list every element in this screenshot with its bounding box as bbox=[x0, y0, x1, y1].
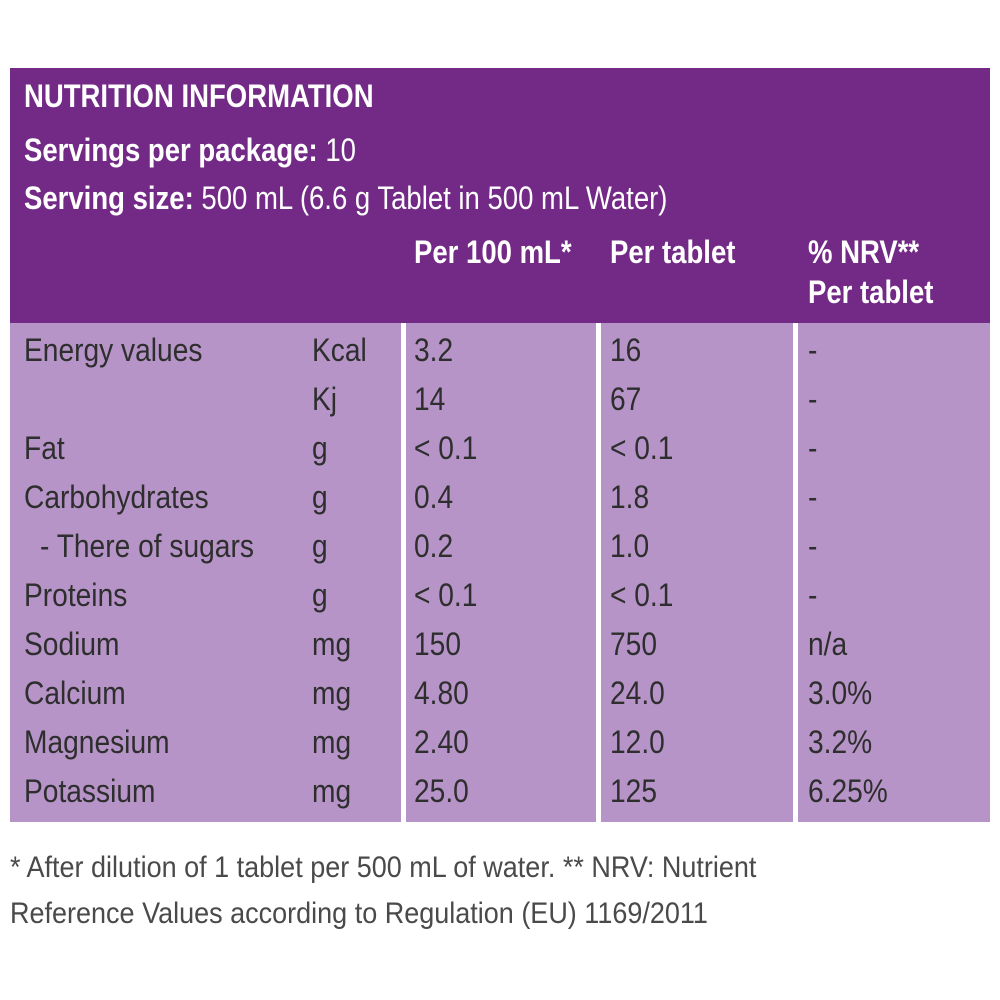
value-per-100ml: < 0.1 bbox=[414, 430, 478, 466]
value-per-100ml: < 0.1 bbox=[414, 577, 478, 613]
value-per-tablet: 1.0 bbox=[610, 528, 650, 564]
servings-value: 10 bbox=[325, 132, 356, 168]
nutrient-unit: Kj bbox=[312, 381, 338, 417]
column-header-nrv-line1: % NRV** bbox=[808, 234, 920, 270]
nutrient-name: Magnesium bbox=[24, 724, 170, 760]
table-title: NUTRITION INFORMATION bbox=[24, 78, 374, 114]
nutrient-unit: g bbox=[312, 577, 328, 613]
value-nrv: 3.2% bbox=[808, 724, 873, 760]
value-per-tablet: 12.0 bbox=[610, 724, 665, 760]
value-per-100ml: 14 bbox=[414, 381, 446, 417]
value-per-100ml: 4.80 bbox=[414, 675, 469, 711]
footnote: * After dilution of 1 tablet per 500 mL … bbox=[10, 845, 892, 937]
column-header-nrv-line2: Per tablet bbox=[808, 274, 934, 310]
table-row: Energy values Kcal 3.2 16 - bbox=[10, 326, 990, 375]
value-per-tablet: 125 bbox=[610, 773, 657, 809]
serving-size-line: Serving size: 500 mL (6.6 g Tablet in 50… bbox=[24, 180, 667, 217]
nutrient-unit: g bbox=[312, 430, 328, 466]
footnote-line: * After dilution of 1 tablet per 500 mL … bbox=[10, 851, 757, 884]
value-nrv: - bbox=[808, 528, 818, 564]
table-row: Fat g < 0.1 < 0.1 - bbox=[10, 424, 990, 473]
nutrient-name: Energy values bbox=[24, 332, 203, 368]
value-nrv: - bbox=[808, 479, 818, 515]
table-row: - There of sugars g 0.2 1.0 - bbox=[10, 522, 990, 571]
column-divider bbox=[401, 323, 406, 822]
table-row: Magnesium mg 2.40 12.0 3.2% bbox=[10, 718, 990, 767]
value-per-tablet: 1.8 bbox=[610, 479, 650, 515]
value-per-100ml: 0.4 bbox=[414, 479, 454, 515]
nutrient-unit: mg bbox=[312, 724, 352, 760]
value-per-tablet: 67 bbox=[610, 381, 642, 417]
serving-size-label: Serving size: bbox=[24, 180, 194, 216]
nutrient-name: Sodium bbox=[24, 626, 120, 662]
nutrient-name: Calcium bbox=[24, 675, 126, 711]
nutrient-name: Potassium bbox=[24, 773, 156, 809]
nutrient-unit: Kcal bbox=[312, 332, 367, 368]
nutrient-unit: mg bbox=[312, 773, 352, 809]
value-per-tablet: 16 bbox=[610, 332, 642, 368]
value-per-tablet: 24.0 bbox=[610, 675, 665, 711]
value-nrv: - bbox=[808, 430, 818, 466]
table-row: Kj 14 67 - bbox=[10, 375, 990, 424]
column-header-per-tablet: Per tablet bbox=[610, 234, 736, 270]
nutrient-name: Proteins bbox=[24, 577, 128, 613]
table-row: Calcium mg 4.80 24.0 3.0% bbox=[10, 669, 990, 718]
value-nrv: 6.25% bbox=[808, 773, 888, 809]
value-per-100ml: 0.2 bbox=[414, 528, 454, 564]
footnote-line: Reference Values according to Regulation… bbox=[10, 897, 708, 930]
value-nrv: 3.0% bbox=[808, 675, 873, 711]
nutrient-name: Carbohydrates bbox=[24, 479, 209, 515]
nutrient-unit: g bbox=[312, 479, 328, 515]
column-divider bbox=[596, 323, 601, 822]
nutrient-unit: mg bbox=[312, 675, 352, 711]
nutrient-name: - There of sugars bbox=[40, 528, 254, 564]
value-per-100ml: 25.0 bbox=[414, 773, 469, 809]
column-header-nrv: % NRV** Per tablet bbox=[808, 232, 933, 312]
servings-line: Servings per package: 10 bbox=[24, 132, 356, 169]
value-per-100ml: 2.40 bbox=[414, 724, 469, 760]
nutrient-unit: mg bbox=[312, 626, 352, 662]
value-per-tablet: < 0.1 bbox=[610, 577, 674, 613]
column-divider bbox=[793, 323, 798, 822]
nutrition-table: NUTRITION INFORMATION Servings per packa… bbox=[10, 68, 990, 822]
servings-label: Servings per package: bbox=[24, 132, 318, 168]
nutrient-unit: g bbox=[312, 528, 328, 564]
value-per-100ml: 3.2 bbox=[414, 332, 454, 368]
value-nrv: - bbox=[808, 381, 818, 417]
serving-size-value: 500 mL (6.6 g Tablet in 500 mL Water) bbox=[201, 180, 668, 216]
value-per-tablet: 750 bbox=[610, 626, 657, 662]
table-row: Carbohydrates g 0.4 1.8 - bbox=[10, 473, 990, 522]
table-row: Sodium mg 150 750 n/a bbox=[10, 620, 990, 669]
nutrient-name: Fat bbox=[24, 430, 65, 466]
column-header-per-100ml: Per 100 mL* bbox=[414, 234, 572, 270]
value-nrv: - bbox=[808, 577, 818, 613]
table-row: Proteins g < 0.1 < 0.1 - bbox=[10, 571, 990, 620]
table-header: NUTRITION INFORMATION Servings per packa… bbox=[10, 68, 990, 323]
value-nrv: n/a bbox=[808, 626, 848, 662]
value-per-tablet: < 0.1 bbox=[610, 430, 674, 466]
value-nrv: - bbox=[808, 332, 818, 368]
table-row: Potassium mg 25.0 125 6.25% bbox=[10, 767, 990, 816]
value-per-100ml: 150 bbox=[414, 626, 461, 662]
